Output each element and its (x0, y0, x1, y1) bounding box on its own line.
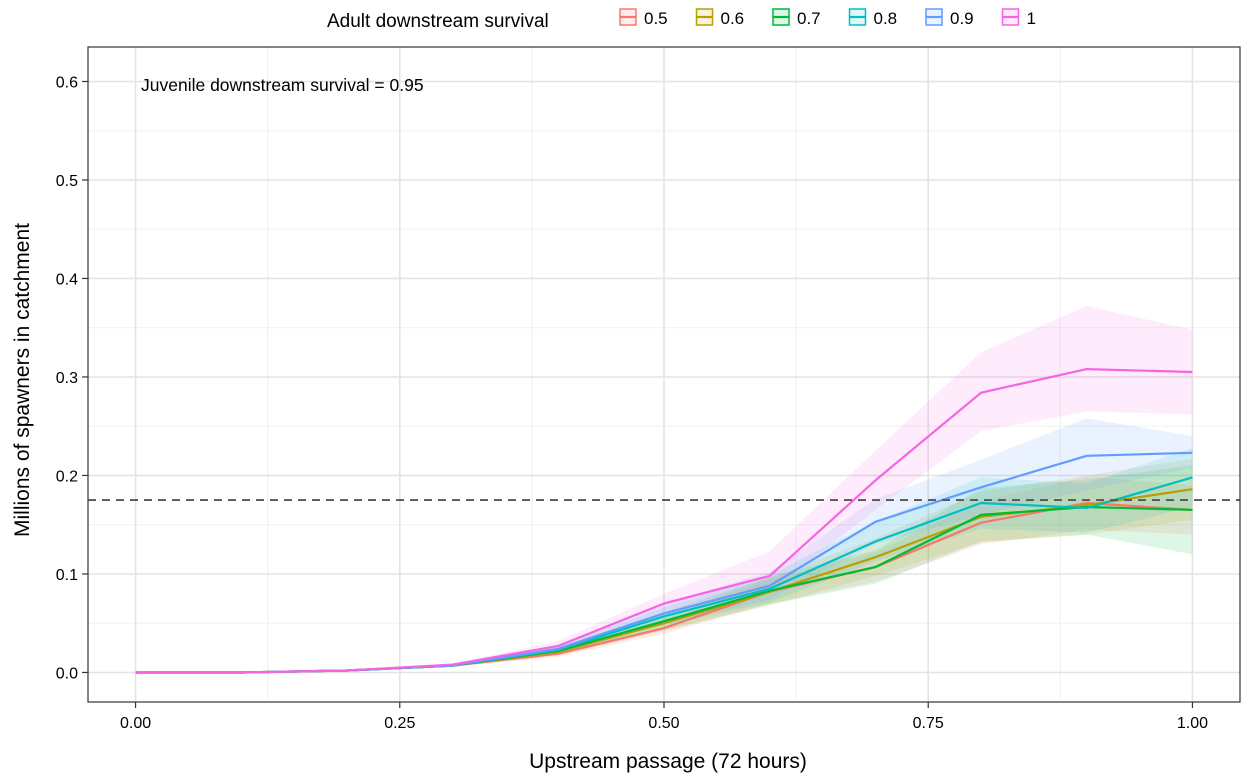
x-tick-label: 0.00 (120, 715, 151, 732)
x-tick-label: 0.50 (648, 715, 679, 732)
legend-items: 0.5 0.6 0.7 0.8 0.9 1 (619, 8, 1036, 28)
plot-area: Juvenile downstream survival = 0.95 (87, 46, 1241, 703)
line-series-5 (135, 368, 1193, 674)
legend-label: 0.6 (721, 9, 745, 28)
legend-label: 1 (1027, 9, 1036, 28)
ribbon-series-1 (135, 458, 1193, 673)
y-tick-label: 0.3 (56, 370, 78, 387)
x-axis-label: Upstream passage (72 hours) (529, 750, 807, 773)
legend-label: 0.9 (950, 9, 974, 28)
y-tick-label: 0.2 (56, 468, 78, 485)
legend-label: 0.5 (644, 9, 668, 28)
legend-title: Adult downstream survival (327, 11, 549, 32)
x-tick-label: 0.25 (384, 715, 415, 732)
ribbon-series-0 (135, 476, 1193, 673)
legend-key-box (695, 8, 714, 26)
ribbon-series-5 (135, 306, 1193, 673)
legend-key-box (848, 8, 867, 26)
ribbon-series-2 (135, 465, 1193, 673)
y-tick-label: 0.4 (56, 271, 78, 288)
chart-annotation: Juvenile downstream survival = 0.95 (141, 75, 424, 95)
y-tick-label: 0.6 (56, 74, 78, 91)
y-axis-label: Millions of spawners in catchment (11, 223, 34, 537)
legend-key-box (772, 8, 790, 26)
x-tick-label: 1.00 (1177, 715, 1208, 732)
legend-key-box (1001, 8, 1020, 26)
legend-key-box (619, 8, 637, 26)
y-axis: 0.0 0.1 0.2 0.3 0.4 0.5 0.6 (56, 74, 88, 682)
y-tick-label: 0.0 (56, 665, 78, 682)
y-tick-label: 0.5 (56, 173, 78, 190)
legend-label: 0.8 (874, 9, 898, 28)
ribbon-series-4 (135, 418, 1193, 673)
x-axis: 0.00 0.25 0.50 0.75 1.00 (120, 702, 1208, 732)
y-tick-label: 0.1 (56, 567, 78, 584)
legend-key-box (925, 8, 943, 26)
legend: Adult downstream survival 0.5 0.6 0.7 0.8 0.… (327, 8, 1036, 32)
x-tick-label: 0.75 (913, 715, 944, 732)
legend-label: 0.7 (797, 9, 821, 28)
series-lines (135, 368, 1193, 674)
